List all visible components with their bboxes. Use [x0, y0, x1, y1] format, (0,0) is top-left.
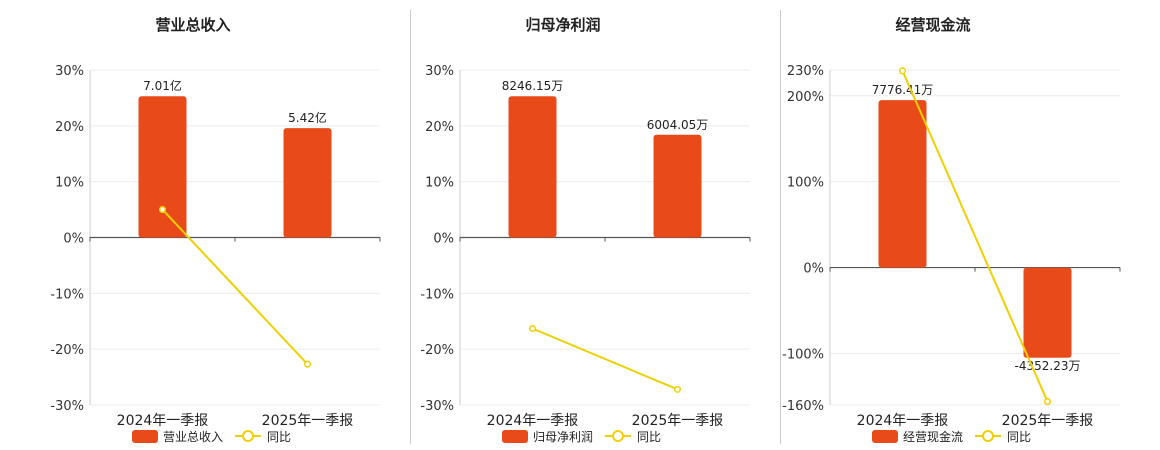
y-tick-label: -30% — [420, 399, 454, 414]
chart-svg: 30% 20% 10% 0% -10% -20% -30% 8246.15万 6004.05万 2… — [420, 64, 751, 444]
yoy-line — [532, 327, 678, 391]
legend-label: 营业总收入 — [163, 430, 223, 444]
panel-divider — [780, 10, 781, 444]
bar — [283, 128, 332, 238]
legend-label: 同比 — [1007, 430, 1031, 444]
y-tick-label: 10% — [425, 176, 454, 191]
yoy-point — [1043, 398, 1052, 406]
chart-title: 经营现金流 — [895, 16, 971, 34]
y-tick-label: 30% — [425, 64, 454, 79]
yoy-point — [303, 360, 312, 368]
legend-label: 同比 — [637, 430, 661, 444]
y-tick-label: 10% — [55, 176, 84, 191]
chart-svg: 230% 200% 100% 0% -100% -160% 7776.41万 -4352.23… — [782, 64, 1121, 444]
legend-label: 归母净利润 — [533, 430, 593, 444]
y-tick-label: 0% — [803, 262, 824, 277]
legend-label: 同比 — [267, 430, 291, 444]
bar-data-label: 5.42亿 — [288, 110, 327, 125]
chart-title: 营业总收入 — [155, 16, 231, 34]
x-tick-label: 2025年一季报 — [1002, 413, 1094, 429]
bar — [1023, 267, 1072, 358]
y-tick-label: -30% — [50, 399, 84, 414]
yoy-line — [901, 70, 1049, 402]
bar-data-label: 7776.41万 — [872, 83, 934, 97]
yoy-point — [898, 67, 907, 75]
x-tick-label: 2024年一季报 — [117, 413, 209, 429]
y-tick-label: -160% — [782, 399, 824, 414]
y-tick-label: -10% — [50, 287, 84, 302]
y-tick-label: 100% — [787, 176, 824, 191]
x-tick-label: 2025年一季报 — [632, 413, 724, 429]
y-tick-label: 30% — [55, 64, 84, 79]
chart-svg: 30% 20% 10% 0% -10% -20% -30% 7.01亿 5.42亿 2024年一季… — [50, 64, 381, 444]
y-tick-label: 0% — [63, 232, 84, 247]
bar — [508, 96, 557, 238]
legend-line-marker — [982, 430, 994, 442]
chart-title: 归母净利润 — [525, 16, 601, 34]
y-tick-label: -10% — [420, 287, 454, 302]
y-tick-label: -20% — [50, 343, 84, 358]
bar — [653, 134, 702, 238]
bar — [138, 96, 187, 238]
chart-panel-operating-cash-flow: 经营现金流 230% 200% 100% 0% -100% -160% 7776.41万 -4… — [740, 0, 1126, 450]
y-tick-label: 20% — [425, 120, 454, 135]
bar-data-label: -4352.23万 — [1015, 359, 1081, 373]
x-tick-label: 2025年一季报 — [262, 413, 354, 429]
y-tick-label: -20% — [420, 343, 454, 358]
x-tick-label: 2024年一季报 — [857, 413, 949, 429]
bar — [878, 100, 927, 268]
legend-bar-swatch — [132, 430, 158, 443]
chart-panel-revenue: 营业总收入 30% 20% 10% 0% -10% -20% -30% 7.01亿 5.42亿 2… — [0, 0, 386, 450]
panel-divider — [410, 10, 411, 444]
yoy-point — [528, 324, 537, 333]
chart-panel-net-profit: 归母净利润 30% 20% 10% 0% -10% -20% -30% 8246.15万 600… — [370, 0, 756, 450]
yoy-line — [161, 208, 309, 365]
legend-line-marker — [612, 430, 624, 442]
yoy-point — [673, 385, 682, 393]
legend-line-marker — [242, 430, 254, 442]
legend-bar-swatch — [872, 430, 898, 443]
legend-label: 经营现金流 — [903, 429, 963, 444]
legend-bar-swatch — [502, 430, 528, 443]
x-tick-label: 2024年一季报 — [487, 413, 579, 429]
yoy-point — [158, 206, 167, 214]
y-tick-label: 200% — [787, 90, 824, 105]
y-tick-label: 230% — [787, 64, 824, 79]
y-tick-label: 20% — [55, 120, 84, 135]
bar-data-label: 6004.05万 — [647, 118, 709, 132]
bar-data-label: 8246.15万 — [502, 79, 564, 93]
y-tick-label: 0% — [433, 232, 454, 247]
y-tick-label: -100% — [782, 347, 824, 362]
bar-data-label: 7.01亿 — [143, 78, 182, 93]
